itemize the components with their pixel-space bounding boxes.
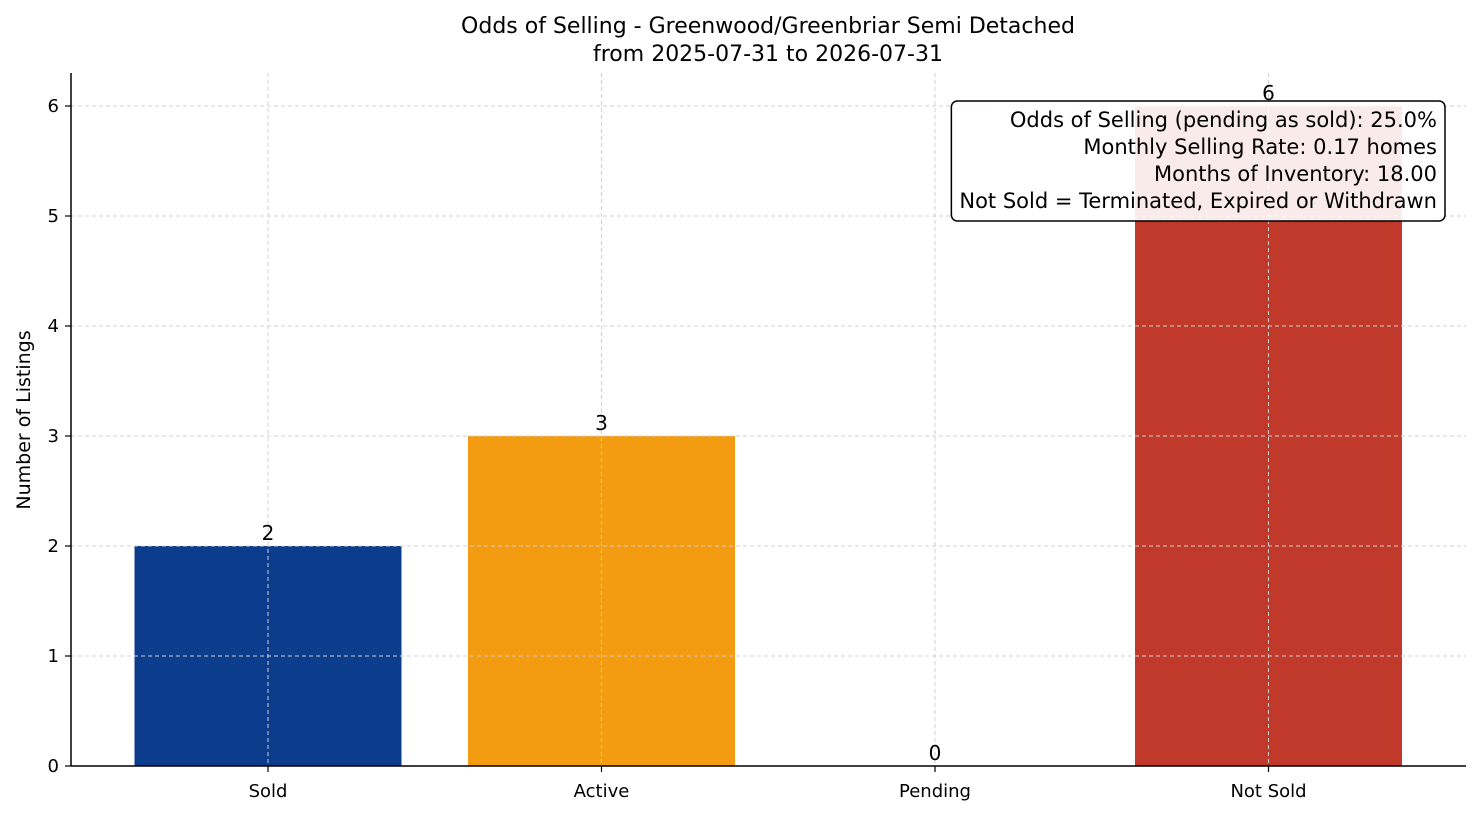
x-tick-label: Sold <box>249 781 288 802</box>
annotation-line: Not Sold = Terminated, Expired or Withdr… <box>959 189 1437 213</box>
annotation-frame <box>950 100 1446 222</box>
bar-value-label: 3 <box>595 411 608 435</box>
y-axis-label: Number of Listings <box>13 330 35 509</box>
x-tick-label: Not Sold <box>1230 781 1306 802</box>
y-tick-label: 1 <box>48 646 59 667</box>
x-tick-label: Active <box>574 781 630 802</box>
chart-title-line-1: Odds of Selling - Greenwood/Greenbriar S… <box>461 14 1075 39</box>
bar-value-label: 6 <box>1262 81 1275 105</box>
axes-layer <box>65 73 1466 772</box>
y-tick-label: 2 <box>48 536 59 557</box>
y-tick-label: 6 <box>48 96 59 117</box>
labels-layer: 0 1 2 3 4 5 6 Sold Active Pending Not Sold 2 3 0 6 <box>48 81 1307 802</box>
chart-title-line-2: from 2025-07-31 to 2026-07-31 <box>593 42 943 67</box>
annotation-line: Months of Inventory: 18.00 <box>1154 162 1437 186</box>
y-tick-label: 0 <box>48 756 59 777</box>
annotation-line: Monthly Selling Rate: 0.17 homes <box>1083 135 1437 159</box>
annotation-box: Odds of Selling (pending as sold): 25.0%… <box>950 100 1446 222</box>
annotation-line: Odds of Selling (pending as sold): 25.0% <box>1010 108 1437 132</box>
y-tick-label: 4 <box>48 316 59 337</box>
bar-value-label: 0 <box>929 741 942 765</box>
y-tick-label: 5 <box>48 206 59 227</box>
bar-value-label: 2 <box>262 521 275 545</box>
x-tick-label: Pending <box>899 781 971 802</box>
y-tick-label: 3 <box>48 426 59 447</box>
